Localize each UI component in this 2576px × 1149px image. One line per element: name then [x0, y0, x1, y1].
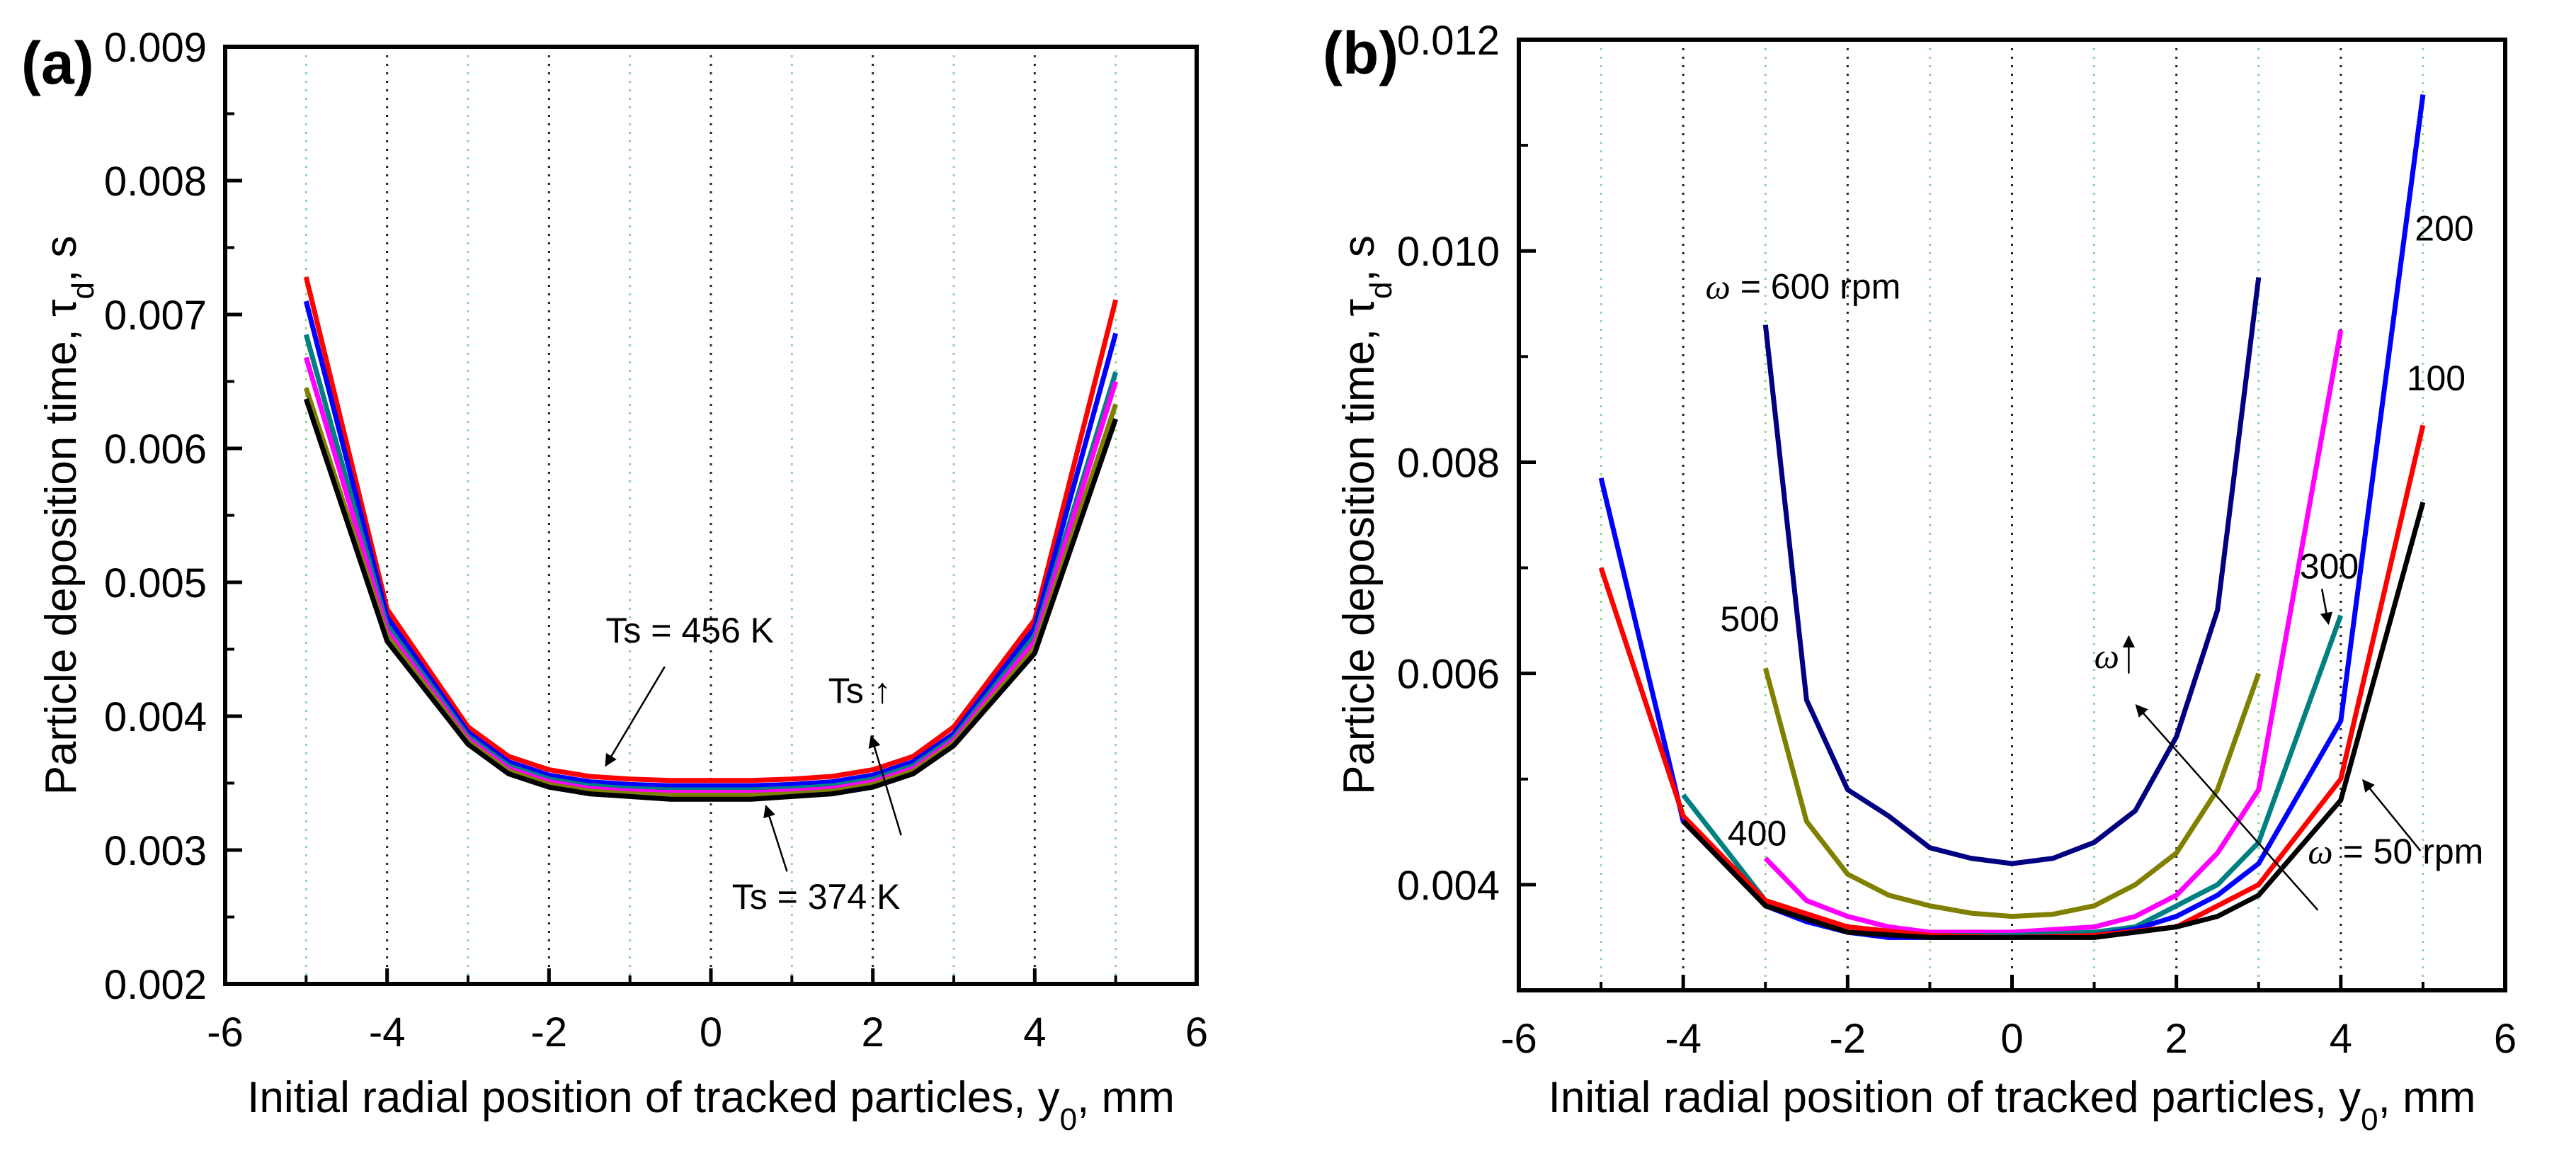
annotation-arrow [868, 735, 902, 836]
annotation-label: 500 [1720, 599, 1779, 639]
annotation-label: ω [2095, 636, 2119, 676]
annotation-label: 200 [2415, 208, 2473, 248]
x-tick-label: -6 [1500, 1016, 1537, 1062]
x-tick-label: 4 [1023, 1009, 1046, 1055]
x-tick-label: 4 [2330, 1016, 2352, 1062]
annotation-label: 400 [1728, 814, 1786, 854]
y-tick-label: 0.004 [104, 694, 207, 740]
series-line [1762, 277, 2262, 866]
x-tick-label: 2 [2165, 1016, 2188, 1062]
x-tick-label: -2 [531, 1009, 568, 1055]
x-tick-label: -6 [207, 1009, 244, 1055]
annotation-arrow [763, 804, 788, 872]
annotation-arrow [605, 666, 666, 767]
annotation-label: Ts ↑ [828, 671, 891, 711]
y-tick-label: 0.008 [104, 159, 207, 205]
series-line [303, 276, 1119, 783]
series-line [303, 334, 1119, 793]
annotation-label: Ts = 374 K [732, 877, 901, 917]
x-axis-title: Initial radial position of tracked parti… [1549, 1073, 2476, 1137]
x-tick-label: 0 [700, 1009, 722, 1055]
series-line [1681, 502, 2426, 940]
x-tick-label: 6 [1185, 1009, 1208, 1055]
x-tick-label: 0 [2000, 1016, 2023, 1062]
y-axis-title: Particle deposition time, τd, s [37, 236, 101, 796]
x-axis-title: Initial radial position of tracked parti… [247, 1073, 1175, 1137]
annotation-label: 100 [2407, 358, 2466, 398]
x-tick-label: 2 [862, 1009, 884, 1055]
series-line [1681, 614, 2344, 938]
series-line [303, 397, 1119, 802]
series-line [303, 300, 1119, 788]
y-tick-label: 0.004 [1397, 863, 1500, 909]
y-tick-label: 0.008 [1397, 440, 1500, 486]
panel-label: (a) [21, 30, 94, 96]
annotation-label: ω = 50 rpm [2308, 832, 2483, 871]
x-tick-label: -4 [369, 1009, 406, 1055]
panel-label: (b) [1323, 20, 1398, 86]
y-tick-label: 0.006 [1397, 652, 1500, 698]
y-tick-label: 0.007 [104, 293, 207, 339]
x-tick-label: 6 [2494, 1016, 2517, 1062]
panel-a: -6 -4 -2 0 2 4 6 0.002 0.003 0.004 0.005 0.006 0.007… [21, 25, 1208, 1137]
annotation-arrow [2362, 779, 2422, 851]
series-line [1763, 329, 2344, 935]
x-tick-label: -2 [1830, 1016, 1867, 1062]
y-tick-label: 0.010 [1397, 229, 1500, 275]
y-tick-label: 0.012 [1397, 18, 1500, 64]
annotation-label: ω = 600 rpm [1706, 266, 1901, 306]
annotation-arrow [2320, 589, 2333, 626]
y-tick-label: 0.009 [104, 25, 207, 71]
y-tick-label: 0.003 [104, 828, 207, 874]
y-tick-label: 0.002 [104, 962, 207, 1008]
y-axis-title: Particle deposition time, τd, s [1335, 235, 1398, 795]
annotation-label: 300 [2300, 546, 2359, 586]
series-line [1762, 667, 2262, 919]
x-tick-label: -4 [1665, 1016, 1702, 1062]
panel-b: -6 -4 -2 0 2 4 6 0.004 0.006 0.008 0.010 0.012(b) In… [1323, 18, 2517, 1137]
y-tick-label: 0.006 [104, 426, 207, 472]
annotation-label: Ts = 456 K [605, 611, 774, 650]
y-tick-label: 0.005 [104, 560, 207, 606]
annotation-arrow [2135, 704, 2319, 911]
